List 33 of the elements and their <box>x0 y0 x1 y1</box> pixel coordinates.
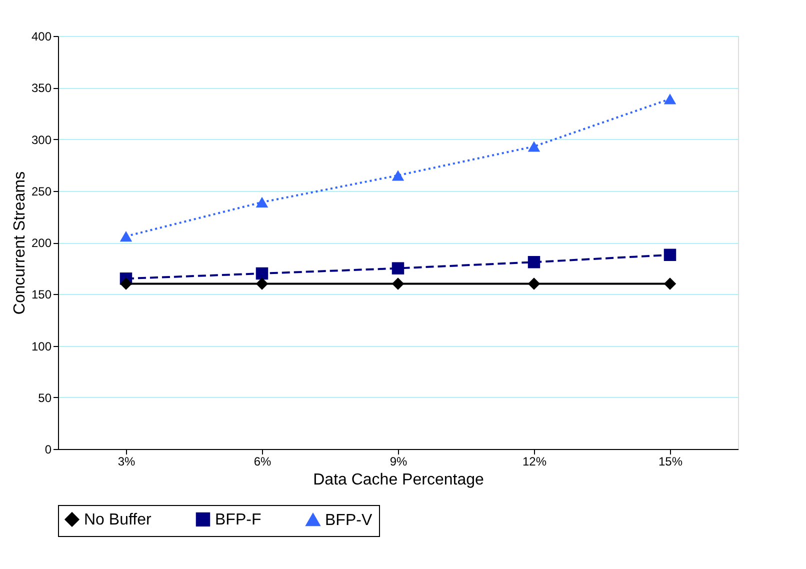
y-tick-label: 150 <box>31 288 52 302</box>
x-tick-label: 12% <box>522 454 547 468</box>
x-tick-label: 6% <box>254 454 272 468</box>
point <box>664 248 676 262</box>
point <box>256 196 268 208</box>
x-axis-title: Data Cache Percentage <box>313 472 484 488</box>
point <box>392 278 404 290</box>
point <box>256 278 268 290</box>
y-axis-title: Concurrent Streams <box>11 171 28 315</box>
point <box>120 231 132 242</box>
x-tick-label: 9% <box>390 454 408 468</box>
point <box>392 170 404 181</box>
legend-label: No Buffer <box>84 511 152 528</box>
point <box>664 278 676 290</box>
point <box>528 141 540 152</box>
y-tick-label: 50 <box>38 390 52 405</box>
y-tick-label: 350 <box>31 81 52 96</box>
point <box>528 256 540 268</box>
x-tick-label: 3% <box>118 454 136 468</box>
legend-label: BFP-F <box>215 511 262 528</box>
y-tick-label: 300 <box>31 132 52 147</box>
point <box>120 278 132 290</box>
y-tick-label: 200 <box>31 236 52 250</box>
point <box>528 278 540 290</box>
point <box>664 94 676 104</box>
point <box>392 262 404 274</box>
point <box>256 267 268 280</box>
y-tick-label: 0 <box>44 442 52 456</box>
y-tick-label: 100 <box>31 339 52 354</box>
y-tick-label: 400 <box>31 30 52 44</box>
y-tick-label: 250 <box>31 184 52 198</box>
legend-label: BFP-V <box>325 512 372 529</box>
x-tick-label: 15% <box>658 454 683 468</box>
